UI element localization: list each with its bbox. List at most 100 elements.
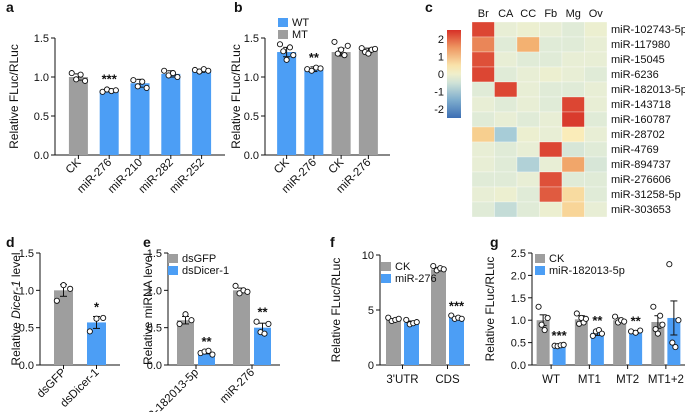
data-point <box>430 262 437 270</box>
heatmap-row-label: miR-182013-5p <box>611 84 685 96</box>
data-point <box>675 317 682 324</box>
data-point <box>53 297 60 304</box>
heatmap-cell <box>471 21 495 38</box>
bar <box>177 320 194 365</box>
data-point <box>344 42 351 49</box>
legend-swatch <box>168 254 178 263</box>
bar <box>386 319 401 365</box>
data-point <box>621 318 628 325</box>
heatmap-cell <box>516 96 540 113</box>
legend-swatch <box>381 274 391 283</box>
heatmap-cell <box>561 36 585 53</box>
panel-f: f 0 5 10 Relative FLuc/RLuc 3'UTR *** CDS CKmiR-… <box>329 234 470 386</box>
heatmap-cell <box>494 81 518 98</box>
heatmap-cell <box>561 66 585 83</box>
x-tick-label: miR-182013-5p <box>137 367 202 412</box>
heatmap-row-label: miR-15045 <box>611 54 665 66</box>
heatmap-cell <box>584 81 608 98</box>
y-tick-label: 1.5 <box>147 248 162 260</box>
heatmap-cell <box>516 171 540 188</box>
data-point <box>582 315 589 322</box>
data-point <box>86 328 93 335</box>
heatmap-cell <box>584 96 608 113</box>
data-point <box>174 73 181 81</box>
bar <box>130 83 150 155</box>
heatmap-cell <box>494 171 518 188</box>
heatmap-cell <box>494 51 518 68</box>
panel-a: a 0.0 0.5 1.0 1.5 Relative FLuc/RLuc CK *** miR-… <box>6 0 225 196</box>
data-point <box>535 303 542 310</box>
y-axis-label-part: Dicer-1 <box>9 280 23 318</box>
data-point <box>317 65 324 72</box>
data-point <box>209 351 216 358</box>
heatmap-cell <box>539 186 563 203</box>
data-point <box>77 71 84 78</box>
y-tick-label: 1.5 <box>511 293 526 305</box>
data-point <box>395 315 402 322</box>
heatmap-cell <box>516 126 540 143</box>
colorbar-tick-label: 0 <box>438 69 444 81</box>
panel-label-c: c <box>425 0 433 15</box>
y-tick-label: 0.5 <box>244 111 259 123</box>
data-point <box>334 50 341 57</box>
heatmap-cell <box>516 201 540 218</box>
data-point <box>413 319 420 326</box>
heatmap-row-label: miR-6236 <box>611 69 659 81</box>
y-tick-label: 1.0 <box>244 72 259 84</box>
data-point <box>541 327 548 334</box>
significance-label: ** <box>309 50 320 65</box>
data-point <box>161 67 168 74</box>
data-point <box>236 290 243 297</box>
y-tick-label: 0.0 <box>34 150 49 162</box>
heatmap-cell <box>539 171 563 188</box>
x-tick-label: miR-276 <box>218 367 257 406</box>
heatmap-cell <box>516 156 540 173</box>
data-point <box>280 48 287 55</box>
heatmap-cell <box>494 21 518 38</box>
data-point <box>440 266 447 273</box>
heatmap-cell <box>494 36 518 53</box>
heatmap-cell <box>494 141 518 158</box>
y-tick-label: 1.0 <box>19 285 34 297</box>
x-tick-label: MT1 <box>578 374 601 386</box>
heatmap-cell <box>516 51 540 68</box>
heatmap-cell <box>539 111 563 128</box>
heatmap-cell <box>471 141 495 158</box>
bar <box>613 320 627 365</box>
heatmap-cell <box>494 96 518 113</box>
data-point <box>143 84 150 91</box>
bar <box>629 331 643 365</box>
panel-c: c Br CA CC Fb Mg Ov miR-102743-5p miR-117980 miR-… <box>425 0 685 218</box>
data-point <box>93 315 100 322</box>
colorbar-tick-label: 1 <box>438 51 444 63</box>
significance-label: * <box>94 299 100 314</box>
data-point <box>371 45 379 52</box>
bar <box>277 52 297 155</box>
data-point <box>573 310 580 317</box>
heatmap-cell <box>471 81 495 98</box>
y-tick-label: 0 <box>368 360 374 372</box>
x-tick-label: CK <box>64 156 84 176</box>
heatmap-cell <box>494 126 518 143</box>
heatmap-cell <box>561 96 585 113</box>
panel-label-g: g <box>490 234 499 250</box>
heatmap-cell <box>584 156 608 173</box>
y-tick-label: 10 <box>362 250 374 262</box>
data-point <box>538 321 545 328</box>
heatmap-cell <box>494 186 518 203</box>
heatmap-cell <box>561 51 585 68</box>
data-point <box>598 330 605 337</box>
data-point <box>188 317 195 324</box>
data-point <box>659 321 666 328</box>
heatmap-column-label: Br <box>478 8 489 20</box>
y-tick-label: 0.0 <box>511 360 526 372</box>
data-point <box>205 67 212 74</box>
heatmap-row-label: miR-4769 <box>611 144 659 156</box>
y-tick-label: 1.5 <box>244 33 259 45</box>
heatmap-cell <box>471 96 495 113</box>
heatmap-cell <box>561 201 585 218</box>
heatmap-cell <box>494 66 518 83</box>
y-tick-label: 0.5 <box>147 323 162 335</box>
